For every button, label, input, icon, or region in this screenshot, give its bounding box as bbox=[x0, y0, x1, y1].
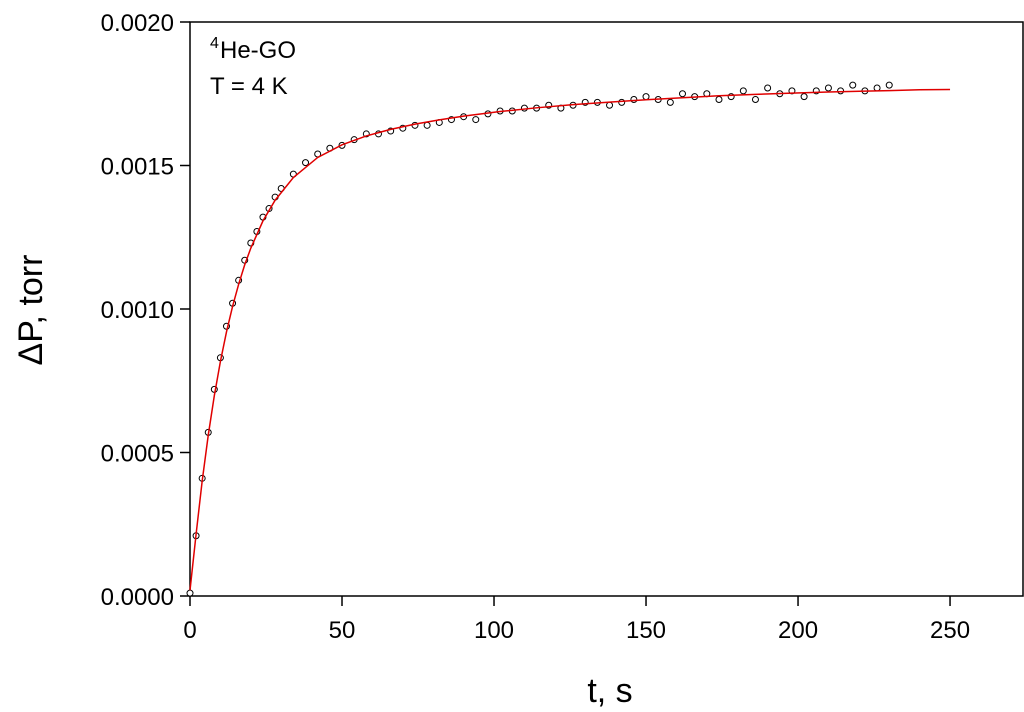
x-tick-label: 200 bbox=[778, 617, 818, 644]
x-tick-label: 150 bbox=[626, 617, 666, 644]
data-point bbox=[606, 101, 614, 109]
x-tick-label: 250 bbox=[930, 617, 970, 644]
x-axis-label: t, s bbox=[587, 672, 632, 710]
fit-line bbox=[189, 88, 951, 591]
data-point bbox=[679, 90, 687, 98]
data-point bbox=[423, 121, 431, 129]
y-axis-label: ΔP, torr bbox=[12, 255, 50, 366]
annotation-superscript: 4 bbox=[210, 35, 219, 52]
x-tick-label: 50 bbox=[329, 617, 356, 644]
data-point bbox=[751, 95, 759, 103]
data-point bbox=[666, 98, 674, 106]
data-point bbox=[849, 81, 857, 89]
data-point bbox=[885, 81, 893, 89]
annotation: T = 4 K bbox=[210, 73, 288, 100]
plot-frame bbox=[189, 21, 1024, 597]
data-point bbox=[739, 87, 747, 95]
data-point bbox=[472, 116, 480, 124]
y-tick-label: 0.0010 bbox=[101, 297, 174, 324]
x-tick-label: 0 bbox=[183, 617, 196, 644]
data-point bbox=[837, 87, 845, 95]
annotation: He-GO bbox=[220, 37, 296, 64]
data-point bbox=[764, 84, 772, 92]
data-point bbox=[715, 95, 723, 103]
data-point bbox=[302, 159, 310, 167]
data-point bbox=[642, 93, 650, 101]
y-tick-label: 0.0005 bbox=[101, 441, 174, 468]
data-point bbox=[824, 84, 832, 92]
y-tick-label: 0.0000 bbox=[101, 584, 174, 611]
data-point bbox=[800, 93, 808, 101]
y-tick-label: 0.0015 bbox=[101, 154, 174, 181]
y-tick-label: 0.0020 bbox=[101, 10, 174, 37]
data-point bbox=[630, 95, 638, 103]
data-point bbox=[618, 98, 626, 106]
data-point bbox=[186, 589, 194, 597]
x-tick-label: 100 bbox=[474, 617, 514, 644]
